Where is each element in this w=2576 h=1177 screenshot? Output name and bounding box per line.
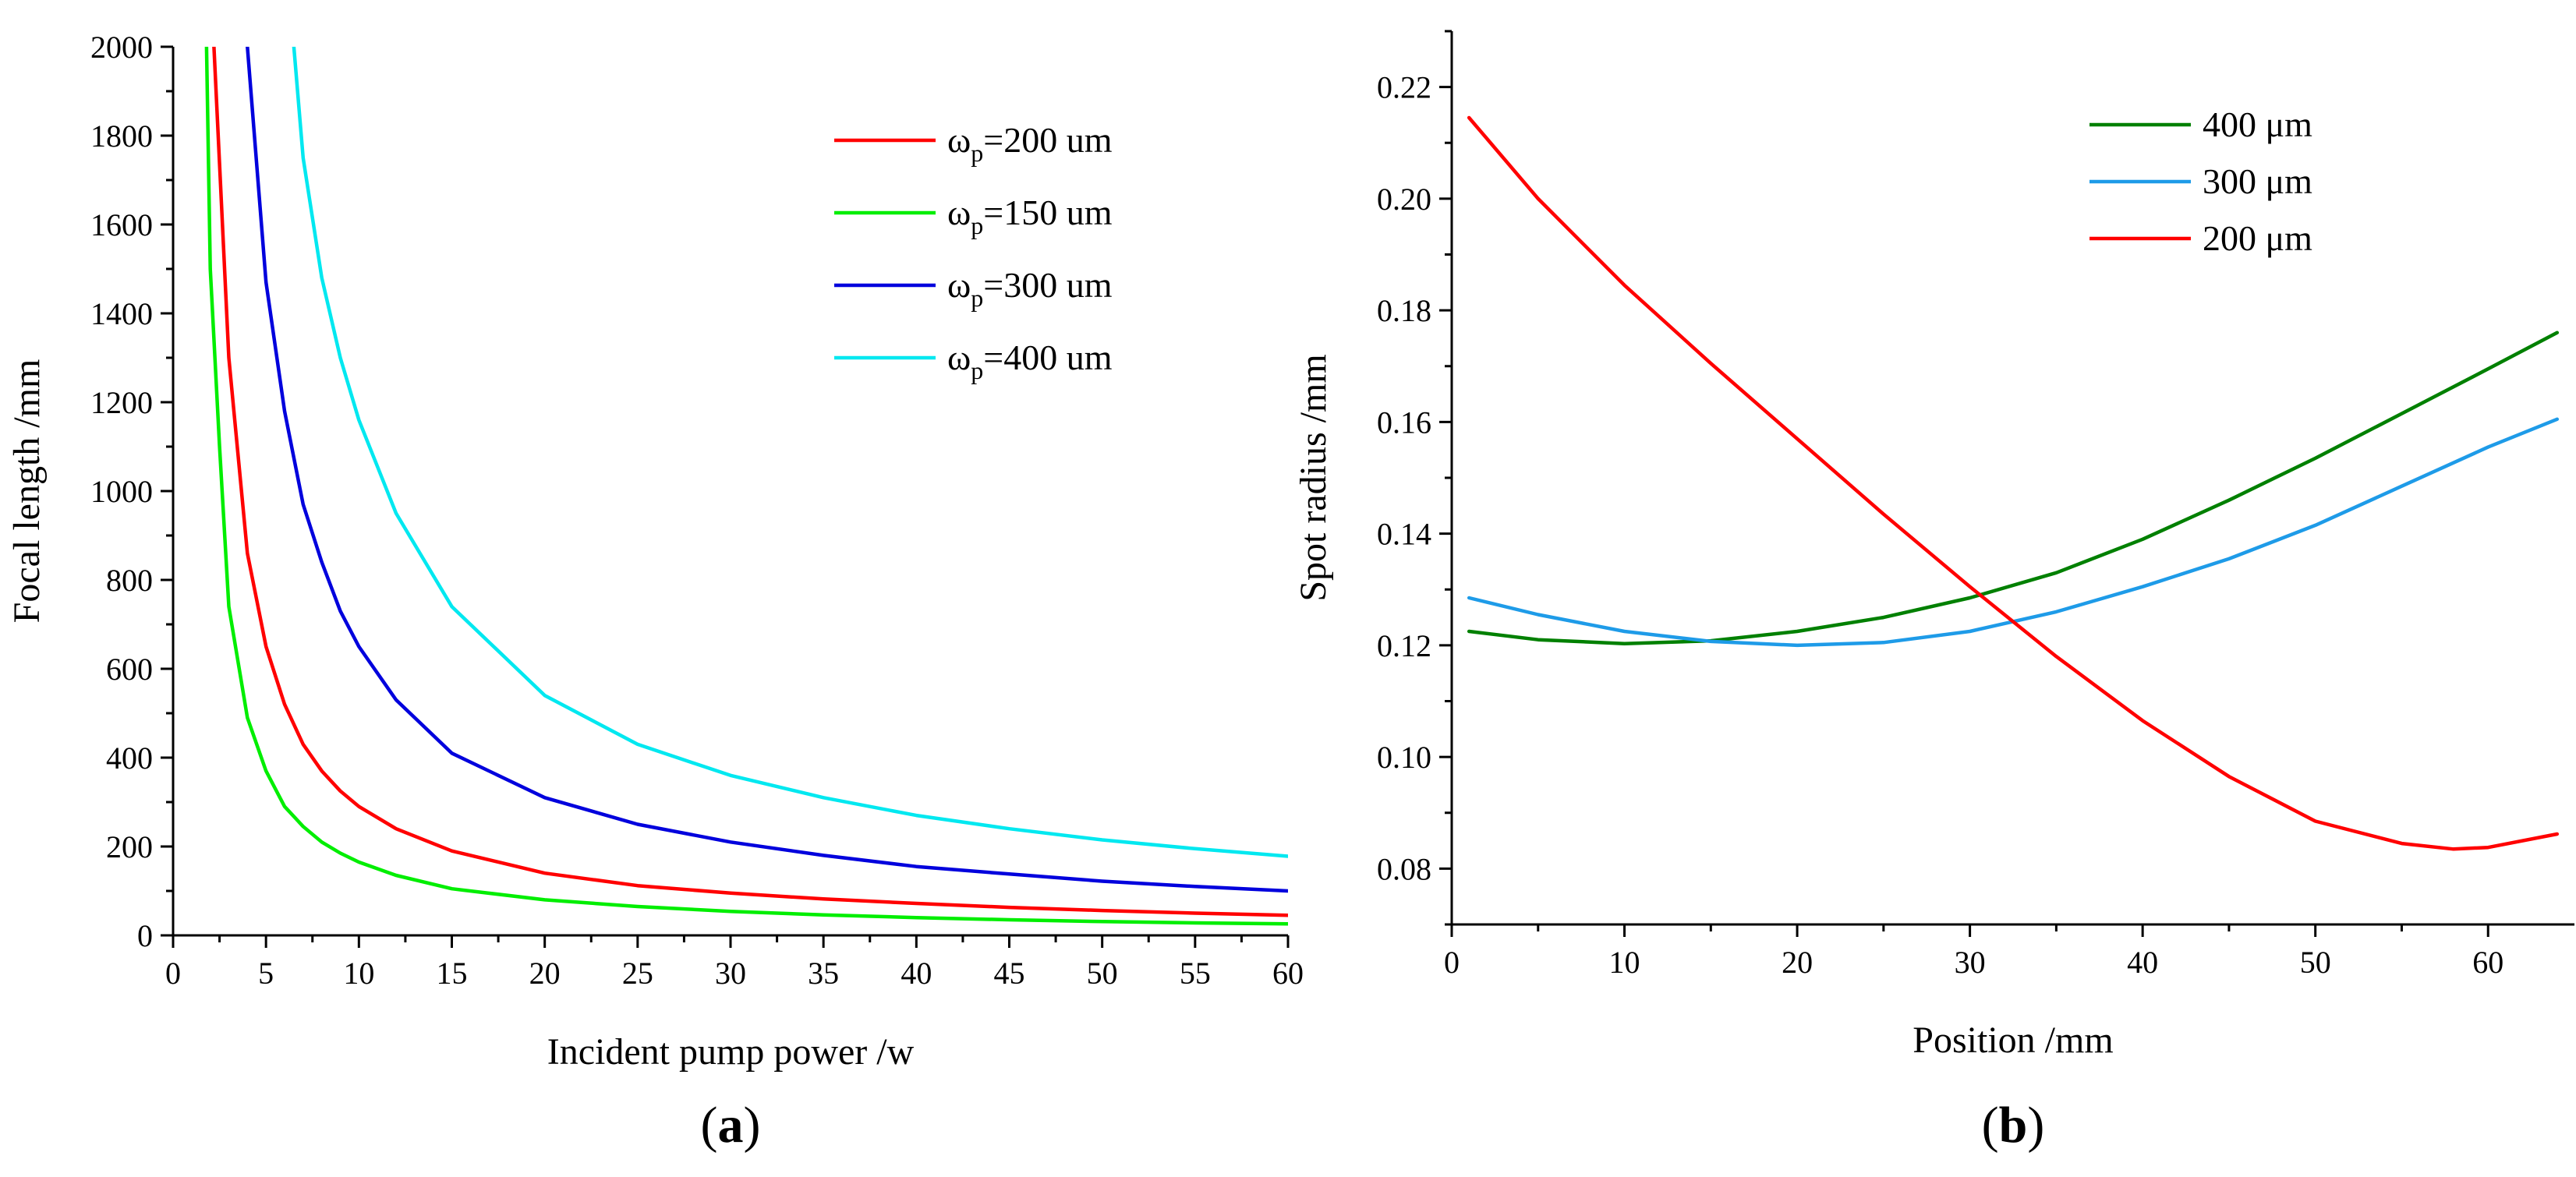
legend-symbol: ω bbox=[947, 265, 971, 305]
legend-label: 400 μm bbox=[2203, 104, 2312, 144]
x-tick-label: 0 bbox=[1444, 945, 1460, 980]
y-tick-label: 0.08 bbox=[1377, 851, 1431, 886]
x-tick-label: 50 bbox=[1087, 956, 1118, 991]
x-tick-label: 60 bbox=[2472, 945, 2503, 980]
y-tick-label: 0.14 bbox=[1377, 517, 1431, 552]
legend-symbol: ω bbox=[947, 193, 971, 232]
y-tick-label: 1000 bbox=[90, 474, 153, 509]
x-tick-label: 60 bbox=[1272, 956, 1304, 991]
series-group bbox=[1467, 115, 2560, 851]
x-tick-label: 50 bbox=[2300, 945, 2331, 980]
legend-value: 200 μm bbox=[2203, 218, 2312, 258]
series-line-3 bbox=[292, 47, 1288, 858]
series-line-0 bbox=[1467, 330, 2560, 645]
legend-subscript: p bbox=[971, 356, 983, 384]
y-tick-label: 200 bbox=[106, 829, 153, 864]
legend-value: =150 um bbox=[983, 193, 1112, 232]
x-tick-label: 10 bbox=[1609, 945, 1640, 980]
panel-label: (a) bbox=[701, 1097, 761, 1154]
y-tick-label: 400 bbox=[106, 740, 153, 776]
legend-symbol: ω bbox=[947, 120, 971, 160]
series-line-2 bbox=[1467, 115, 2560, 851]
x-tick-label: 55 bbox=[1180, 956, 1211, 991]
x-tick-label: 40 bbox=[2127, 945, 2158, 980]
legend-label: ωp=300 um bbox=[947, 265, 1113, 312]
legend-value: 400 μm bbox=[2203, 104, 2312, 144]
y-tick-label: 1200 bbox=[90, 385, 153, 420]
x-axis-title: Incident pump power /w bbox=[547, 1031, 915, 1073]
legend-label: ωp=150 um bbox=[947, 193, 1113, 239]
x-tick-label: 30 bbox=[715, 956, 746, 991]
panel-letter: a bbox=[718, 1097, 744, 1154]
y-axis-title: Spot radius /mm bbox=[1293, 354, 1334, 601]
legend-subscript: p bbox=[971, 211, 983, 239]
y-tick-label: 800 bbox=[106, 563, 153, 598]
legend-label: ωp=200 um bbox=[947, 120, 1113, 167]
legend-label: ωp=400 um bbox=[947, 338, 1113, 384]
y-tick-label: 0.10 bbox=[1377, 740, 1431, 775]
y-tick-label: 1400 bbox=[90, 296, 153, 331]
y-tick-label: 1800 bbox=[90, 118, 153, 154]
legend-value: =400 um bbox=[983, 338, 1112, 377]
x-tick-label: 0 bbox=[165, 956, 181, 991]
y-tick-label: 1600 bbox=[90, 207, 153, 242]
panel-letter: b bbox=[1999, 1097, 2028, 1154]
series-line-1 bbox=[1467, 417, 2560, 648]
y-tick-label: 0 bbox=[137, 918, 153, 953]
legend-value: 300 μm bbox=[2203, 161, 2312, 201]
legend-symbol: ω bbox=[947, 338, 971, 377]
legend-label: 300 μm bbox=[2203, 161, 2312, 201]
panel-a-chart: 0 5 10 15 20 25 30 35 40 45 50 55 600200400600800100… bbox=[6, 30, 1304, 1154]
x-tick-label: 25 bbox=[622, 956, 653, 991]
legend-value: =300 um bbox=[983, 265, 1112, 305]
y-tick-label: 0.20 bbox=[1377, 182, 1431, 217]
y-tick-label: 600 bbox=[106, 652, 153, 687]
series-line-0 bbox=[212, 47, 1288, 917]
y-tick-label: 0.18 bbox=[1377, 293, 1431, 328]
series-line-2 bbox=[246, 47, 1288, 893]
legend-subscript: p bbox=[971, 284, 983, 312]
panel-b-chart: 0 10 20 30 40 50 60 0.08 0.10 0.12 0.14 0.16 0.18 0.2… bbox=[1293, 30, 2574, 1154]
panel-label: (b) bbox=[1982, 1097, 2045, 1154]
x-tick-label: 45 bbox=[994, 956, 1025, 991]
x-axis-title: Position /mm bbox=[1913, 1020, 2113, 1061]
legend-value: =200 um bbox=[983, 120, 1112, 160]
x-tick-label: 10 bbox=[343, 956, 374, 991]
x-tick-label: 35 bbox=[808, 956, 839, 991]
x-tick-label: 40 bbox=[901, 956, 932, 991]
x-tick-label: 30 bbox=[1955, 945, 1986, 980]
x-tick-label: 5 bbox=[258, 956, 274, 991]
x-tick-label: 20 bbox=[529, 956, 561, 991]
x-tick-label: 20 bbox=[1782, 945, 1813, 980]
legend-subscript: p bbox=[971, 139, 983, 167]
y-tick-label: 0.16 bbox=[1377, 405, 1431, 440]
x-tick-label: 15 bbox=[437, 956, 468, 991]
legend-label: 200 μm bbox=[2203, 218, 2312, 258]
y-tick-label: 0.12 bbox=[1377, 628, 1431, 663]
y-tick-label: 0.22 bbox=[1377, 70, 1431, 105]
series-group bbox=[204, 47, 1288, 926]
y-axis-title: Focal length /mm bbox=[6, 359, 48, 624]
y-tick-label: 2000 bbox=[90, 30, 153, 65]
series-line-1 bbox=[204, 47, 1288, 926]
